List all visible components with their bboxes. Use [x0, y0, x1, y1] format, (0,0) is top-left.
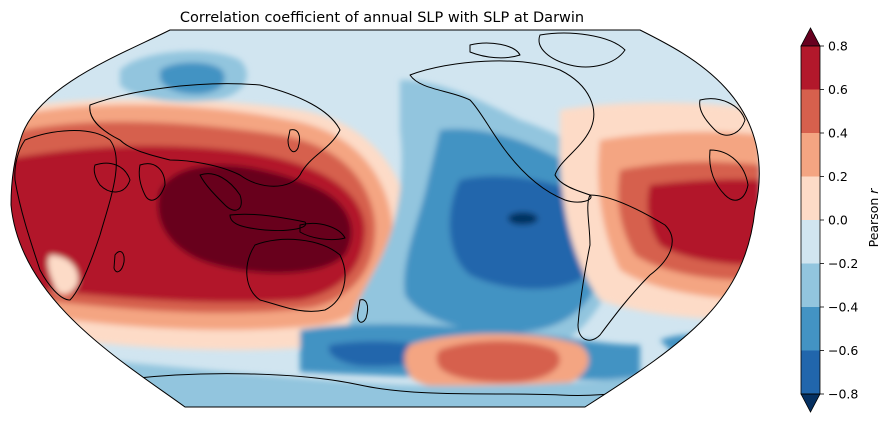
colorbar-tick-label: −0.6 [828, 343, 858, 358]
colorbar-tick-label: 0.0 [828, 213, 848, 228]
colorbar-segments [800, 27, 821, 413]
coastline-new-zealand [357, 299, 369, 323]
coastline-north-america [409, 60, 595, 203]
coastline-arabia [93, 162, 131, 193]
field-positive-max-indopacific [157, 165, 352, 274]
colorbar: −0.8 −0.6 −0.4 −0.2 0.0 0.2 0.4 0.6 0.8 Pearson … [800, 27, 881, 413]
colorbar-bin [801, 46, 820, 90]
colorbar-bin [801, 176, 820, 221]
colorbar-bin [801, 263, 820, 308]
coastline-india [138, 163, 166, 201]
colorbar-extend-min [800, 393, 821, 413]
map-boundary [10, 29, 760, 408]
field-negative-pacific-strong [449, 176, 599, 290]
coastline-japan [287, 129, 301, 153]
coastline-australia [246, 238, 346, 312]
coastline-west-africa [709, 149, 749, 201]
map-title: Correlation coefficient of annual SLP wi… [180, 10, 584, 26]
coastline-arctic-islands [469, 42, 521, 59]
colorbar-bin [801, 89, 820, 134]
field-negative-pacific-max [507, 212, 538, 225]
colorbar-tick-label: 0.8 [828, 39, 848, 54]
coastline-indonesia [229, 213, 307, 231]
coastline-new-guinea [299, 223, 346, 241]
field-positive-southern-core [436, 341, 560, 383]
coastline-europe [699, 98, 746, 136]
field-positive-weak-sa-interior [47, 255, 79, 294]
field-negative-far-east [660, 334, 735, 359]
colorbar-bin [801, 133, 820, 177]
colorbar-tick-label: 0.2 [828, 169, 848, 184]
colorbar-tick-label: 0.4 [828, 126, 848, 141]
colorbar-ticks: −0.8 −0.6 −0.4 −0.2 0.0 0.2 0.4 0.6 0.8 [820, 39, 858, 402]
colorbar-tick-label: −0.2 [828, 256, 858, 271]
colorbar-tick-label: 0.6 [828, 82, 848, 97]
coastline-south-america [577, 194, 673, 341]
colorbar-label-symbol: r [866, 188, 881, 194]
colorbar-tick-label: −0.4 [828, 300, 858, 315]
coastlines [14, 32, 760, 407]
colorbar-bin [801, 307, 820, 351]
coastline-eurasia [89, 83, 341, 187]
field-positive-vstrong-atlantic [647, 179, 760, 265]
colorbar-bin [801, 220, 820, 264]
coastline-madagascar [113, 251, 125, 273]
colorbar-label-text: Pearson [866, 194, 881, 248]
coastline-seasia [199, 173, 242, 211]
colorbar-extend-max [800, 27, 821, 47]
colorbar-tick-label: −0.8 [828, 387, 858, 402]
colorbar-label: Pearson r [866, 188, 881, 248]
coastline-africa [14, 130, 117, 301]
colorbar-bin [801, 350, 820, 395]
coastline-greenland [538, 32, 626, 68]
